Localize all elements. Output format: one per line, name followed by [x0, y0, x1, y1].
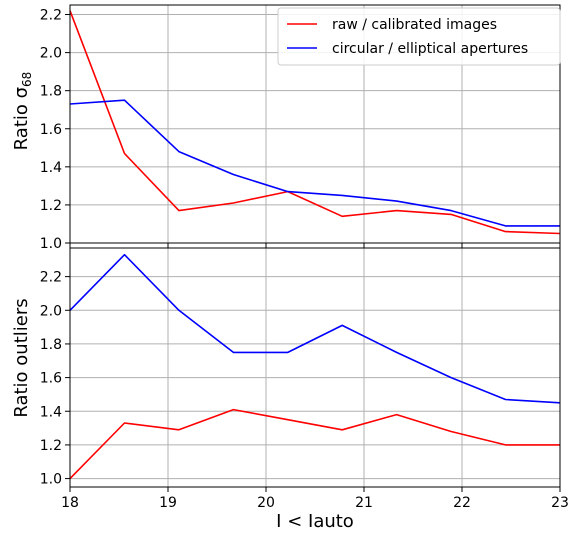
bottom-y-axis-label: Ratio outliers [11, 298, 32, 417]
x-tick-label-18: 18 [61, 495, 79, 511]
top-y-tick-label-2: 1.4 [40, 160, 62, 176]
top-y-tick-label-4: 1.8 [40, 84, 62, 100]
x-axis-label: I < Iauto [276, 511, 354, 532]
x-tick-label-21: 21 [355, 495, 373, 511]
bot-y-tick-label-0: 1.0 [40, 472, 62, 488]
top-y-tick-label-3: 1.6 [40, 122, 62, 138]
top-series-line-apertures [69, 99, 560, 227]
bot-y-tick-label-2: 1.4 [40, 404, 62, 420]
top-y-tick-label-1: 1.2 [40, 198, 62, 214]
top-series-lines [69, 10, 561, 235]
top-y-axis-label-subscript: 68 [20, 72, 34, 87]
top-panel: 1.0 1.2 1.4 1.6 1.8 2.0 2.2 Ratio σ68 raw / ca… [11, 4, 561, 252]
bottom-grid [69, 248, 561, 487]
bottom-plot-frame [69, 247, 561, 488]
legend-label-raw: raw / calibrated images [332, 17, 497, 33]
x-tick-label-19: 19 [159, 495, 177, 511]
top-x-ticks [69, 243, 561, 248]
bot-y-tick-label-5: 2.0 [40, 303, 62, 319]
bottom-x-ticks: 18 19 20 21 22 23 [61, 487, 569, 511]
bot-y-tick-label-3: 1.6 [40, 371, 62, 387]
top-y-ticks: 1.0 1.2 1.4 1.6 1.8 2.0 2.2 [40, 8, 70, 252]
legend: raw / calibrated images circular / ellip… [277, 7, 561, 66]
legend-box [277, 7, 561, 66]
bottom-series-lines [69, 253, 561, 480]
top-y-tick-label-6: 2.2 [40, 8, 62, 24]
x-tick-label-22: 22 [453, 495, 471, 511]
bottom-panel: 1.0 1.2 1.4 1.6 1.8 2.0 2.2 18 19 20 21 22 23 Ratio… [11, 247, 569, 532]
top-series-line-raw [69, 10, 561, 235]
bottom-y-ticks: 1.0 1.2 1.4 1.6 1.8 2.0 2.2 [40, 270, 70, 488]
bot-series-line-apertures [69, 253, 561, 404]
x-tick-label-23: 23 [551, 495, 569, 511]
top-y-axis-label-main: Ratio σ [11, 87, 32, 150]
legend-label-apertures: circular / elliptical apertures [332, 41, 528, 57]
bot-series-line-raw [69, 408, 560, 480]
top-y-axis-label: Ratio σ68 [11, 72, 34, 151]
x-tick-label-20: 20 [257, 495, 275, 511]
top-y-tick-label-5: 2.0 [40, 46, 62, 62]
bot-y-tick-label-1: 1.2 [40, 438, 62, 454]
bot-y-tick-label-4: 1.8 [40, 337, 62, 353]
top-y-tick-label-0: 1.0 [40, 236, 62, 252]
bot-y-tick-label-6: 2.2 [40, 270, 62, 286]
top-plot-frame [69, 4, 561, 244]
